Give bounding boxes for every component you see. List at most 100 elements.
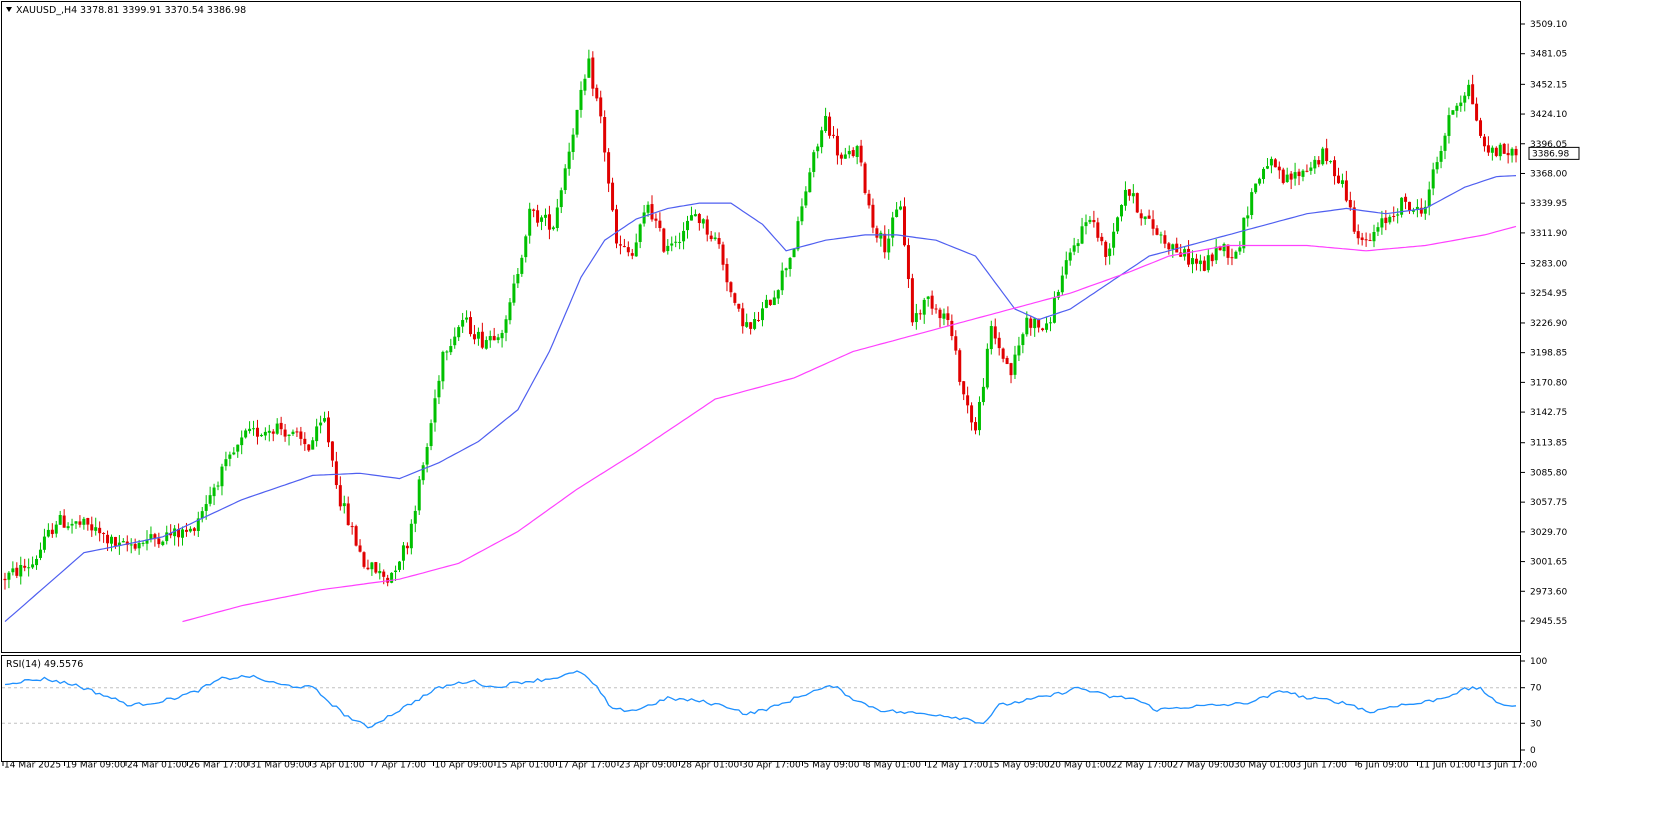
time-tick-label: 3 Jun 17:00 — [1296, 761, 1348, 771]
candle — [1301, 169, 1305, 182]
candle-body — [216, 485, 220, 487]
candle — [942, 308, 946, 326]
candle-body — [567, 151, 571, 169]
candle-body — [634, 242, 638, 257]
candle-body — [208, 495, 212, 504]
candle — [1112, 223, 1116, 256]
rsi-tick-label: 30 — [1530, 719, 1542, 729]
candle — [575, 109, 579, 138]
candle-body — [1187, 248, 1191, 265]
candle-body — [449, 346, 453, 353]
candle — [362, 551, 366, 569]
candle-body — [749, 322, 753, 329]
time-tick-label: 20 May 01:00 — [1050, 761, 1112, 771]
candle — [1494, 146, 1498, 158]
candle-body — [1289, 173, 1293, 180]
candle — [1009, 362, 1013, 384]
candle-body — [283, 429, 287, 437]
candle-body — [1013, 354, 1017, 375]
candle-body — [1009, 363, 1013, 376]
candle-body — [851, 150, 855, 156]
candle-body — [1471, 84, 1475, 105]
candle-body — [1431, 169, 1435, 189]
candle-body — [962, 381, 966, 395]
candle — [1325, 138, 1329, 165]
candle — [244, 428, 248, 439]
candle-body — [1064, 260, 1068, 275]
candle — [1230, 248, 1234, 266]
candle — [563, 164, 567, 194]
candle — [358, 539, 362, 553]
candle-body — [638, 224, 642, 243]
candle-body — [350, 526, 354, 528]
candle — [98, 521, 102, 542]
candle — [54, 520, 58, 538]
candle-body — [646, 204, 650, 213]
candle — [820, 126, 824, 154]
candle — [90, 516, 94, 537]
candle-body — [1246, 215, 1250, 219]
candle-body — [583, 78, 587, 91]
candle-body — [950, 320, 954, 337]
candle — [1423, 200, 1427, 220]
candle-body — [1222, 243, 1226, 252]
candle — [1475, 97, 1479, 122]
candle — [875, 225, 879, 243]
candle-body — [1368, 240, 1372, 242]
candle — [330, 441, 334, 467]
candle — [1258, 177, 1262, 186]
candle — [1463, 92, 1467, 112]
candle-body — [784, 268, 788, 271]
candle-body — [98, 527, 102, 534]
price-tick-label: 3481.05 — [1530, 50, 1567, 60]
candle-body — [1131, 193, 1135, 197]
candle-body — [200, 511, 204, 519]
candle — [1281, 167, 1285, 185]
candle-body — [543, 214, 547, 218]
candle-body — [741, 308, 745, 327]
candle — [934, 304, 938, 314]
candle-body — [31, 564, 35, 568]
candle-body — [942, 313, 946, 319]
candle — [1435, 156, 1439, 174]
rsi-tick-label: 70 — [1530, 684, 1542, 694]
candle-body — [1293, 172, 1297, 179]
candle — [520, 254, 524, 277]
price-tick-label: 3311.90 — [1530, 229, 1567, 239]
candle — [595, 84, 599, 102]
candle-body — [374, 562, 378, 573]
candle-body — [382, 571, 386, 577]
candle-body — [315, 426, 319, 442]
candle — [1064, 251, 1068, 279]
candle-body — [177, 529, 181, 538]
candle-body — [859, 145, 863, 163]
candle-body — [82, 518, 86, 525]
candle — [666, 239, 670, 255]
candle — [1198, 254, 1202, 272]
triangle-down-icon[interactable] — [6, 7, 12, 12]
candle — [962, 380, 966, 401]
candle — [378, 563, 382, 580]
candle — [516, 267, 520, 289]
candle — [196, 511, 200, 537]
candle — [307, 444, 311, 452]
candle-body — [1076, 243, 1080, 247]
candle-body — [1443, 135, 1447, 151]
candle-body — [630, 253, 634, 256]
candle — [299, 426, 303, 446]
candle-body — [551, 227, 555, 230]
time-tick-label: 22 May 17:00 — [1111, 761, 1173, 771]
candle-body — [224, 459, 228, 467]
candle — [200, 506, 204, 523]
candle-body — [891, 217, 895, 238]
candle — [224, 451, 228, 471]
candle — [828, 112, 832, 139]
candle — [1254, 183, 1258, 194]
candle-body — [1104, 241, 1108, 257]
candle — [737, 303, 741, 312]
candle — [1084, 214, 1088, 235]
candle-body — [662, 228, 666, 252]
candle-body — [575, 109, 579, 135]
